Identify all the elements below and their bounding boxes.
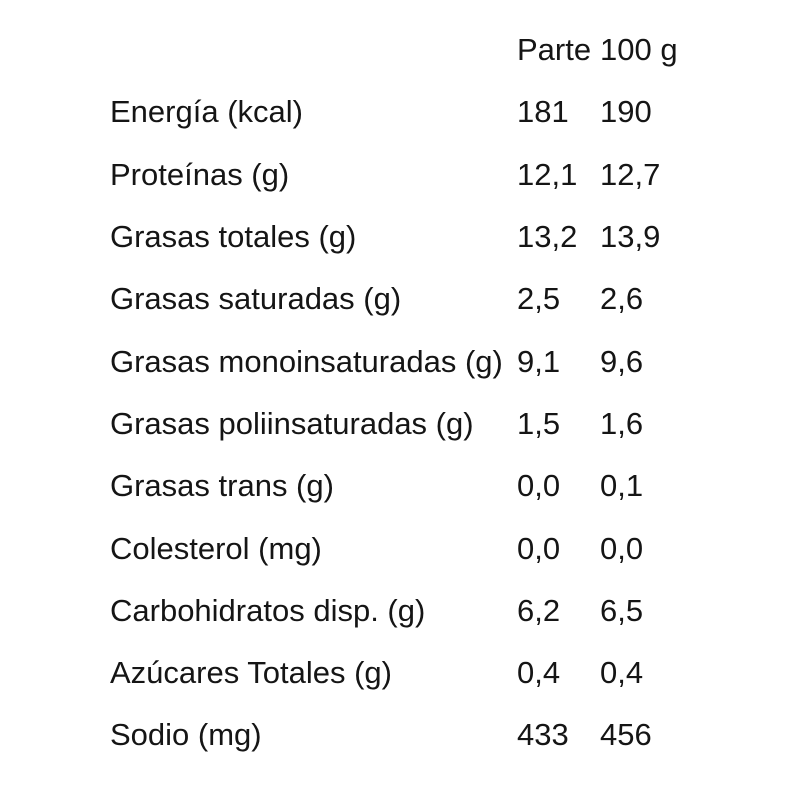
nutrient-value-parte: 433 xyxy=(517,717,569,753)
nutrient-value-parte: 9,1 xyxy=(517,343,561,379)
nutrition-table: Parte 100 g Energía (kcal) 181 190 Prote… xyxy=(110,19,690,767)
nutrient-label: Sodio (mg) xyxy=(110,717,262,753)
table-row: Sodio (mg) 433 456 xyxy=(110,704,690,766)
nutrient-label: Energía (kcal) xyxy=(110,94,303,130)
table-row: Colesterol (mg) 0,0 0,0 xyxy=(110,517,690,579)
table-row: Grasas saturadas (g) 2,5 2,6 xyxy=(110,268,690,330)
nutrient-label: Azúcares Totales (g) xyxy=(110,655,392,691)
nutrient-value-100g: 12,7 xyxy=(600,156,661,192)
nutrient-value-parte: 12,1 xyxy=(517,156,578,192)
table-row: Grasas monoinsaturadas (g) 9,1 9,6 xyxy=(110,330,690,392)
nutrient-value-100g: 13,9 xyxy=(600,219,661,255)
nutrient-value-100g: 456 xyxy=(600,717,652,753)
table-header-row: Parte 100 g xyxy=(110,19,690,81)
nutrient-label: Grasas monoinsaturadas (g) xyxy=(110,343,503,379)
nutrient-value-parte: 1,5 xyxy=(517,405,561,441)
column-header-100g: 100 g xyxy=(600,32,678,68)
nutrient-value-parte: 0,0 xyxy=(517,468,561,504)
nutrient-value-100g: 190 xyxy=(600,94,652,130)
nutrient-label: Grasas saturadas (g) xyxy=(110,281,402,317)
column-header-parte: Parte xyxy=(517,32,592,68)
nutrient-value-100g: 1,6 xyxy=(600,405,644,441)
table-row: Energía (kcal) 181 190 xyxy=(110,81,690,143)
nutrient-value-100g: 0,4 xyxy=(600,655,644,691)
nutrient-value-parte: 2,5 xyxy=(517,281,561,317)
nutrient-value-100g: 0,0 xyxy=(600,530,644,566)
nutrient-value-100g: 9,6 xyxy=(600,343,644,379)
table-row: Grasas trans (g) 0,0 0,1 xyxy=(110,455,690,517)
nutrient-value-parte: 181 xyxy=(517,94,569,130)
nutrient-label: Carbohidratos disp. (g) xyxy=(110,592,426,628)
table-row: Carbohidratos disp. (g) 6,2 6,5 xyxy=(110,580,690,642)
table-row: Grasas totales (g) 13,2 13,9 xyxy=(110,206,690,268)
table-row: Grasas poliinsaturadas (g) 1,5 1,6 xyxy=(110,393,690,455)
nutrient-value-parte: 13,2 xyxy=(517,219,578,255)
nutrient-label: Grasas trans (g) xyxy=(110,468,334,504)
nutrient-label: Proteínas (g) xyxy=(110,156,290,192)
nutrient-value-100g: 2,6 xyxy=(600,281,644,317)
nutrient-value-100g: 6,5 xyxy=(600,592,644,628)
nutrient-label: Colesterol (mg) xyxy=(110,530,322,566)
table-row: Azúcares Totales (g) 0,4 0,4 xyxy=(110,642,690,704)
nutrient-value-parte: 0,0 xyxy=(517,530,561,566)
table-body: Energía (kcal) 181 190 Proteínas (g) 12,… xyxy=(110,81,690,766)
nutrient-label: Grasas totales (g) xyxy=(110,219,357,255)
nutrient-label: Grasas poliinsaturadas (g) xyxy=(110,405,474,441)
nutrient-value-100g: 0,1 xyxy=(600,468,644,504)
nutrient-value-parte: 0,4 xyxy=(517,655,561,691)
nutrient-value-parte: 6,2 xyxy=(517,592,561,628)
table-row: Proteínas (g) 12,1 12,7 xyxy=(110,144,690,206)
